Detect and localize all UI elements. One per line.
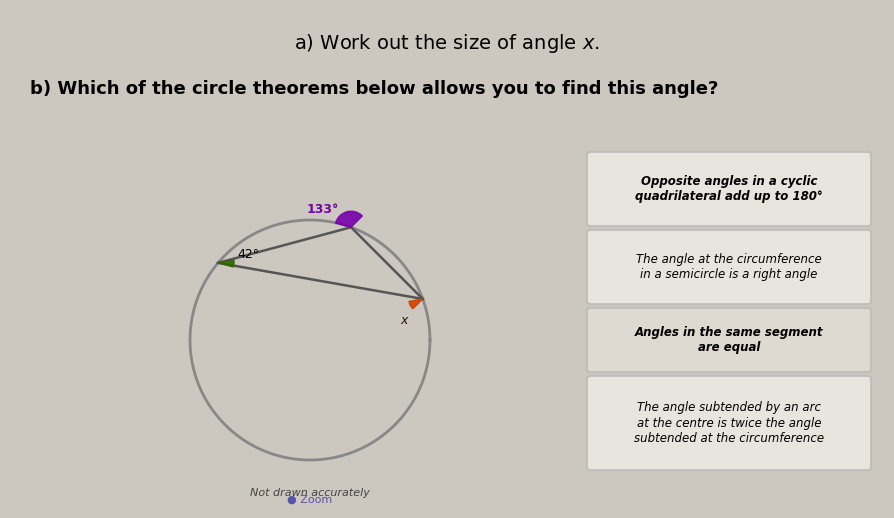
- Wedge shape: [335, 211, 362, 227]
- FancyBboxPatch shape: [587, 230, 871, 304]
- Text: The angle subtended by an arc
at the centre is twice the angle
subtended at the : The angle subtended by an arc at the cen…: [634, 401, 824, 444]
- FancyBboxPatch shape: [587, 152, 871, 226]
- Text: a) Work out the size of angle $\it{x}$.: a) Work out the size of angle $\it{x}$.: [294, 32, 600, 55]
- Text: Opposite angles in a cyclic
quadrilateral add up to 180°: Opposite angles in a cyclic quadrilatera…: [635, 175, 822, 203]
- Text: Angles in the same segment
are equal: Angles in the same segment are equal: [635, 326, 823, 354]
- Text: 133°: 133°: [307, 203, 339, 215]
- Text: 42°: 42°: [237, 248, 259, 262]
- FancyBboxPatch shape: [587, 308, 871, 372]
- Text: Not drawn accurately: Not drawn accurately: [250, 488, 370, 498]
- Text: The angle at the circumference
in a semicircle is a right angle: The angle at the circumference in a semi…: [637, 253, 822, 281]
- FancyBboxPatch shape: [587, 376, 871, 470]
- Text: b) Which of the circle theorems below allows you to find this angle?: b) Which of the circle theorems below al…: [30, 80, 719, 98]
- Wedge shape: [218, 260, 234, 267]
- Wedge shape: [409, 299, 423, 309]
- Text: ● Zoom: ● Zoom: [287, 495, 333, 505]
- Text: $x$: $x$: [400, 314, 409, 327]
